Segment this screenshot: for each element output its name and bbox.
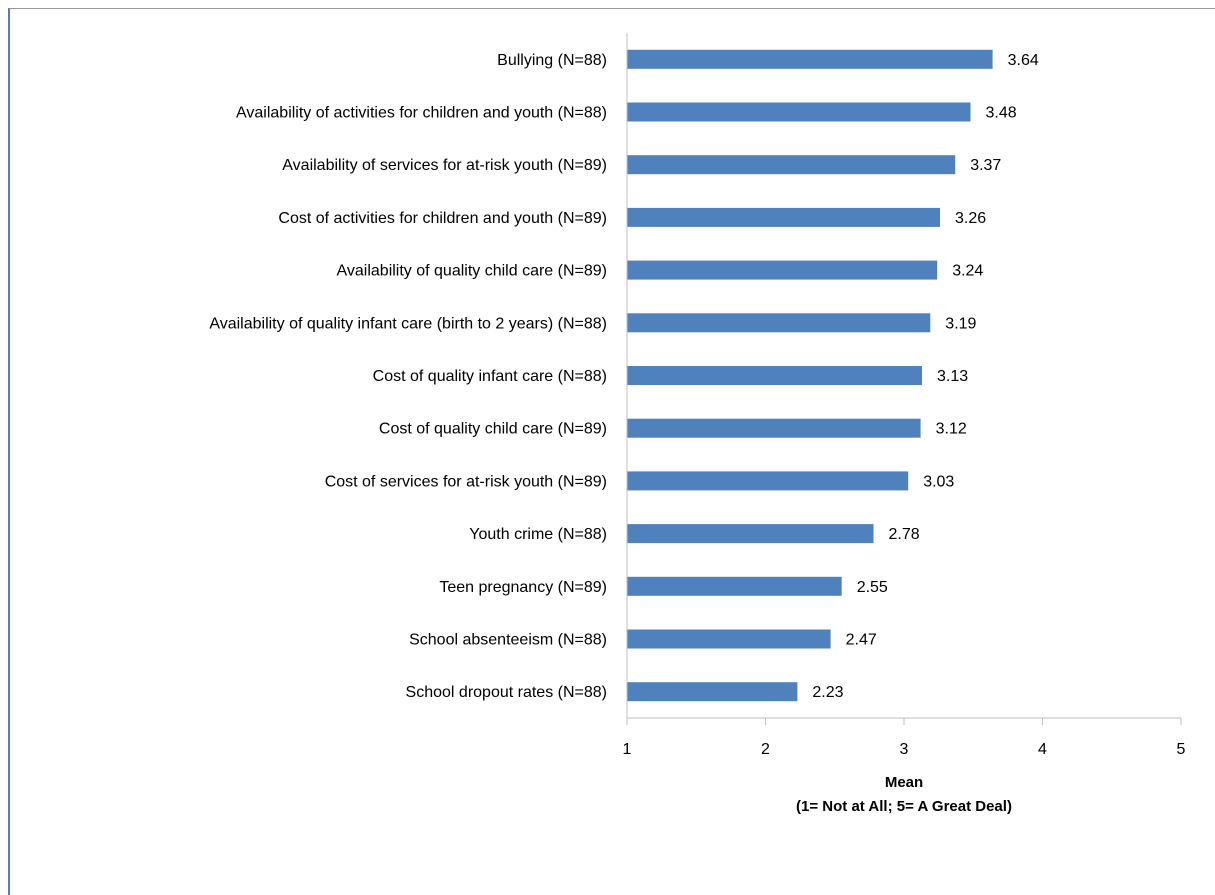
bar [627, 524, 874, 544]
category-label: Youth crime (N=88) [469, 526, 607, 543]
x-axis-title-line-2: (1= Not at All; 5= A Great Deal) [796, 798, 1012, 815]
bar [627, 260, 938, 280]
chart-frame [8, 8, 1215, 895]
data-label: 3.13 [937, 368, 968, 385]
bar [627, 682, 798, 702]
value-labels-group: 3.64 3.48 3.37 3.26 3.24 3.19 3.13 3.12 3.03 2.78… [812, 52, 1038, 701]
bar [627, 102, 971, 122]
data-label: 3.19 [945, 315, 976, 332]
bar [627, 471, 909, 491]
bar [627, 207, 940, 227]
data-label: 2.23 [812, 684, 843, 701]
x-tick-label: 1 [623, 741, 632, 758]
bar [627, 576, 842, 596]
data-label: 3.26 [955, 210, 986, 227]
data-label: 2.55 [857, 579, 888, 596]
category-label: Availability of quality child care (N=89… [337, 263, 608, 280]
bar [627, 313, 931, 333]
bar [627, 629, 831, 649]
category-label: Cost of quality infant care (N=88) [373, 368, 607, 385]
category-label: School dropout rates (N=88) [406, 684, 607, 701]
category-label: School absenteeism (N=88) [409, 632, 607, 649]
bar [627, 155, 956, 175]
category-label: Availability of services for at-risk you… [282, 157, 607, 174]
data-label: 2.78 [889, 526, 920, 543]
category-label: Cost of quality child care (N=89) [379, 421, 607, 438]
category-label: Availability of activities for children … [236, 105, 607, 122]
data-label: 3.37 [970, 157, 1001, 174]
bar [627, 418, 921, 438]
data-label: 3.64 [1008, 52, 1039, 69]
data-label: 3.03 [923, 473, 954, 490]
x-axis-title-line-1: Mean [885, 774, 923, 791]
category-label: Bullying (N=88) [497, 52, 607, 69]
axes-group: 1 2 3 4 5 [623, 33, 1186, 758]
bar [627, 366, 922, 385]
data-label: 3.24 [952, 263, 983, 280]
category-label: Availability of quality infant care (bir… [209, 315, 607, 332]
data-label: 2.47 [846, 632, 877, 649]
data-label: 3.48 [986, 105, 1017, 122]
category-label: Cost of activities for children and yout… [278, 210, 607, 227]
x-tick-label: 4 [1038, 741, 1047, 758]
bars-group [627, 49, 993, 702]
x-tick-label: 3 [900, 741, 909, 758]
category-label: Teen pregnancy (N=89) [439, 579, 607, 596]
data-label: 3.12 [936, 421, 967, 438]
x-tick-label: 5 [1177, 741, 1186, 758]
category-label: Cost of services for at-risk youth (N=89… [325, 473, 607, 490]
bar [627, 49, 993, 69]
x-tick-label: 2 [761, 741, 770, 758]
category-labels-group: Bullying (N=88) Availability of activitie… [209, 52, 607, 701]
